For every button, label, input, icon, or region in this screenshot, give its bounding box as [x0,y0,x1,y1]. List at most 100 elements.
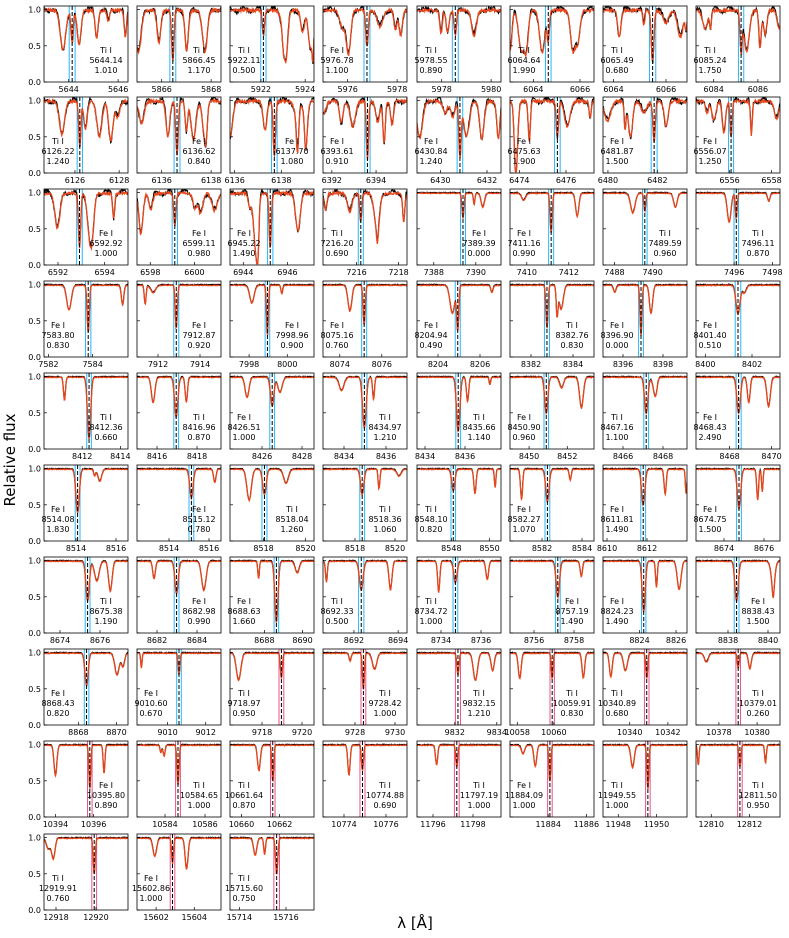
spectra-group [323,651,407,690]
line-wavelength: 8548.10 [414,515,447,524]
line-wavelength: 9728.42 [368,699,401,708]
x-tick-label: 7488 [604,268,624,277]
spectra-group [603,743,687,789]
line-weight: 0.830 [561,341,584,350]
spectra-group [417,283,501,331]
line-weight: 0.980 [188,249,211,258]
x-tick-label: 5976 [338,85,358,94]
x-tick-label: 7912 [148,360,168,369]
panel-frame [509,280,595,358]
line-weight: 1.000 [513,801,536,810]
line-weight: 1.000 [420,617,443,626]
line-species: Ti I [330,229,343,238]
line-wavelength: 8450.90 [507,423,540,432]
spectra-group [510,191,594,234]
x-tick-label: 6066 [570,85,590,94]
x-tick-label: 9010 [157,728,177,737]
spectra-group [230,559,314,623]
line-species: Ti I [751,689,764,698]
x-tick-label: 6592 [48,268,68,277]
line-wavelength: 8518.36 [368,515,401,524]
line-weight: 1.010 [95,66,118,75]
x-tick-label: 8452 [557,452,577,461]
spectra-group [510,97,594,173]
x-tick-label: 8396 [613,360,633,369]
x-tick-label: 6126 [65,176,85,185]
x-tick-label: 11948 [606,820,631,829]
spectra-group [137,467,221,501]
line-species: Ti I [610,689,623,698]
x-tick-label: 10058 [505,728,530,737]
spectra-group [696,6,780,56]
x-tick-label: 8412 [72,452,92,461]
x-tick-label: 10380 [744,728,769,737]
x-tick-label: 6480 [598,176,618,185]
line-weight: 0.890 [95,801,118,810]
y-tick-label: 0.5 [28,225,41,234]
model-spectrum [44,652,128,689]
x-tick-label: 8470 [761,452,781,461]
line-species: Fe I [51,321,65,330]
model-spectrum [417,97,501,159]
line-wavelength: 6085.24 [693,56,726,65]
x-tick-label: 12920 [83,913,108,922]
panel-frame [509,372,595,450]
x-tick-label: 7998 [239,360,259,369]
x-tick-label: 8676 [754,544,774,553]
x-tick-label: 15602 [143,913,168,922]
y-tick-label: 0.5 [28,409,41,418]
x-tick-label: 7388 [424,268,444,277]
y-tick-label: 0.5 [28,42,41,51]
spectra-group [230,6,314,65]
panel-frame [416,648,502,726]
model-spectrum [230,837,314,875]
spectra-group [603,467,687,507]
line-species: Ti I [424,597,437,606]
line-species: Fe I [424,137,438,146]
line-species: Ti I [565,689,578,698]
panel-frame [695,556,781,634]
spectra-group [323,559,407,591]
line-wavelength: 6556.07 [693,147,726,156]
model-spectrum [230,97,314,157]
x-tick-label: 8520 [385,544,405,553]
line-wavelength: 6599.11 [182,239,215,248]
spectra-group [323,6,407,57]
line-species: Fe I [237,413,251,422]
line-wavelength: 12919.91 [39,884,77,893]
spectra-group [137,189,221,236]
line-weight: 1.000 [188,801,211,810]
line-species: Ti I [424,505,437,514]
line-weight: 1.060 [374,525,397,534]
x-tick-label: 7582 [38,360,58,369]
spectra-group [230,836,314,875]
y-tick-label: 0.5 [28,593,41,602]
line-wavelength: 8382.76 [555,331,588,340]
line-weight: 0.910 [326,157,349,166]
x-tick-label: 6138 [201,176,221,185]
model-spectrum [137,467,221,501]
line-wavelength: 6137.70 [275,147,308,156]
line-weight: 1.490 [561,617,584,626]
x-tick-label: 8584 [572,544,592,553]
model-spectrum [323,652,407,690]
spectra-group [417,97,501,159]
